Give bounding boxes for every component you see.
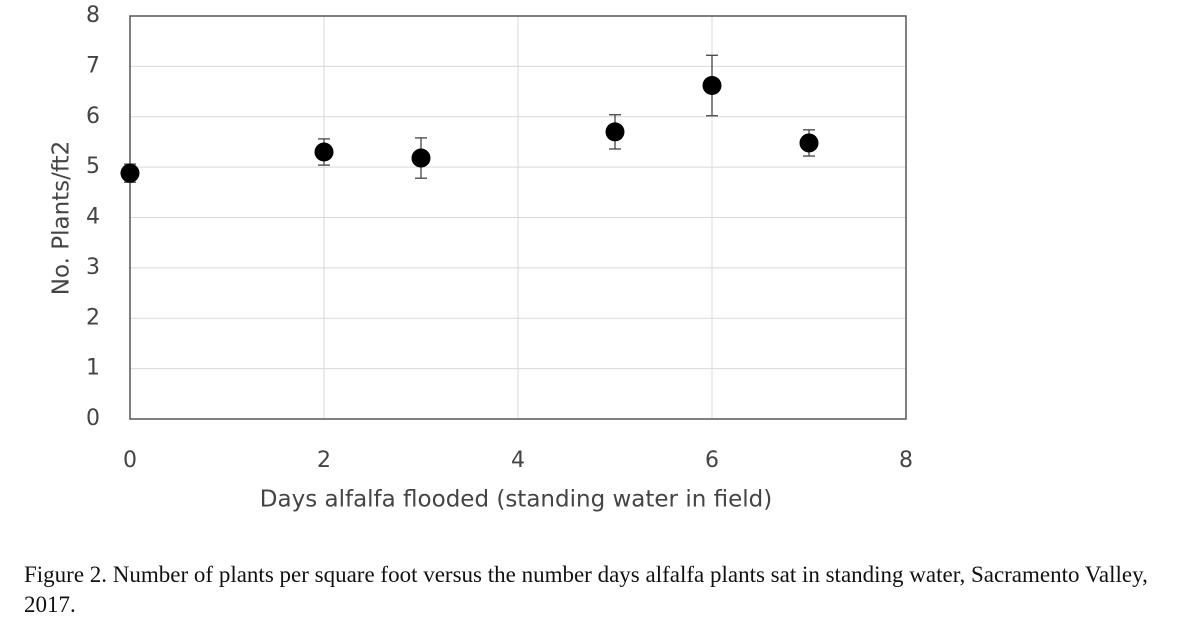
y-tick-label: 2 [86,305,100,330]
chart: Days alfalfa flooded (standing water in … [49,3,914,513]
point [120,163,140,183]
point [702,76,722,96]
y-tick-label: 6 [86,104,100,129]
y-tick-label: 0 [86,406,100,431]
y-tick-label: 5 [86,154,100,179]
y-tick-label: 4 [86,205,100,230]
x-tick-label: 2 [317,448,331,473]
point [799,133,819,153]
point [605,122,625,142]
y-tick-label: 1 [86,356,100,381]
y-tick-label: 8 [86,3,100,28]
x-axis-title: Days alfalfa flooded (standing water in … [260,487,772,513]
x-tick-label: 0 [123,448,137,473]
x-tick-label: 8 [899,448,913,473]
x-tick-label: 6 [705,448,719,473]
point [314,142,334,162]
plot-frame [129,15,907,420]
y-axis-title: No. Plants/ft2 [49,141,75,296]
y-tick-label: 3 [86,255,100,280]
x-tick-label: 4 [511,448,525,473]
y-tick-label: 7 [86,53,100,78]
caption: Figure 2. Number of plants per square fo… [24,562,1148,617]
point [411,148,431,168]
